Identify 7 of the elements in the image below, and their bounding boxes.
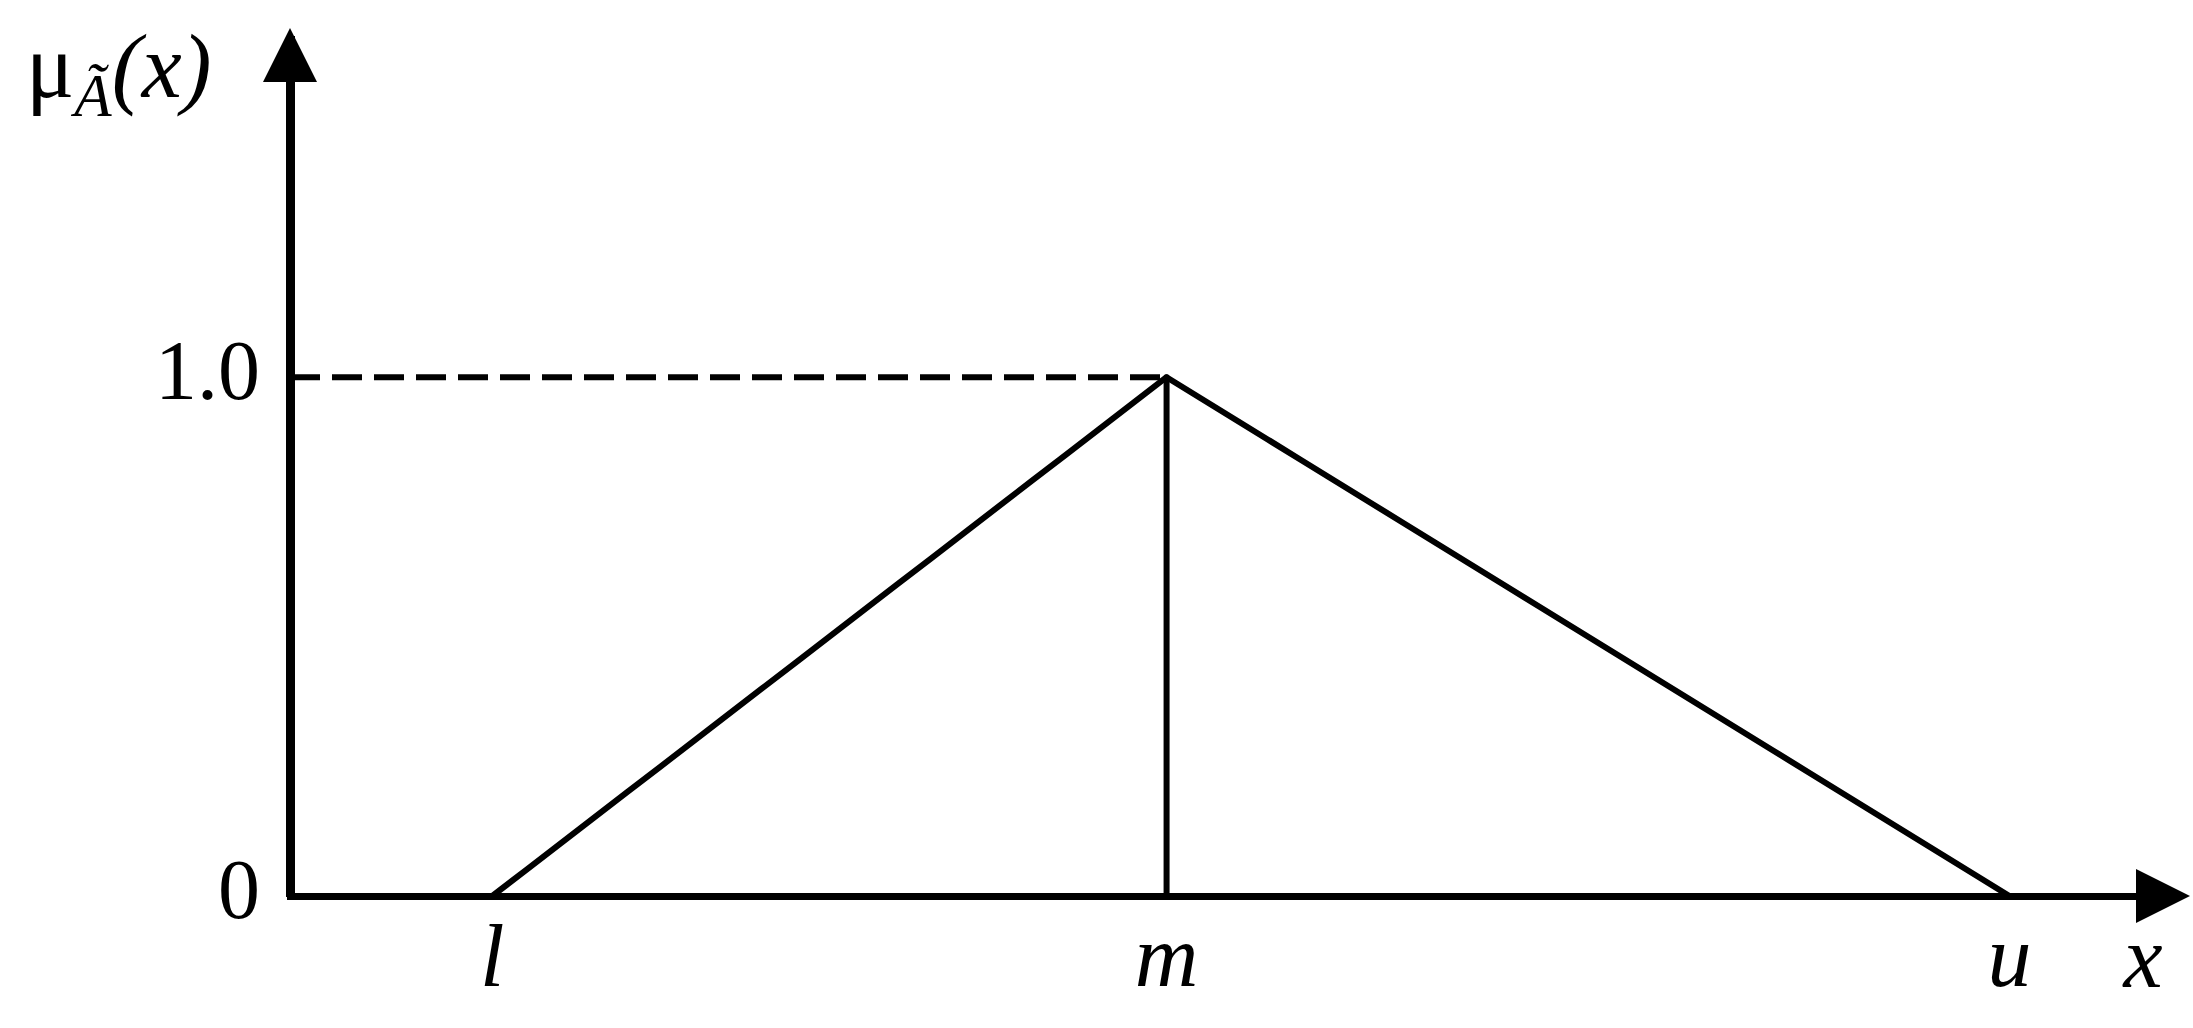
x-tick-label: l <box>480 907 505 1005</box>
y-tick-label: 0 <box>218 843 260 937</box>
x-tick-label: m <box>1134 907 1199 1005</box>
x-axis-title: x <box>2121 909 2163 1007</box>
y-tick-label: 1.0 <box>155 324 260 418</box>
y-axis-title: μ$_{Ã}$(x) <box>26 17 212 129</box>
x-tick-label: u <box>1987 907 2032 1005</box>
